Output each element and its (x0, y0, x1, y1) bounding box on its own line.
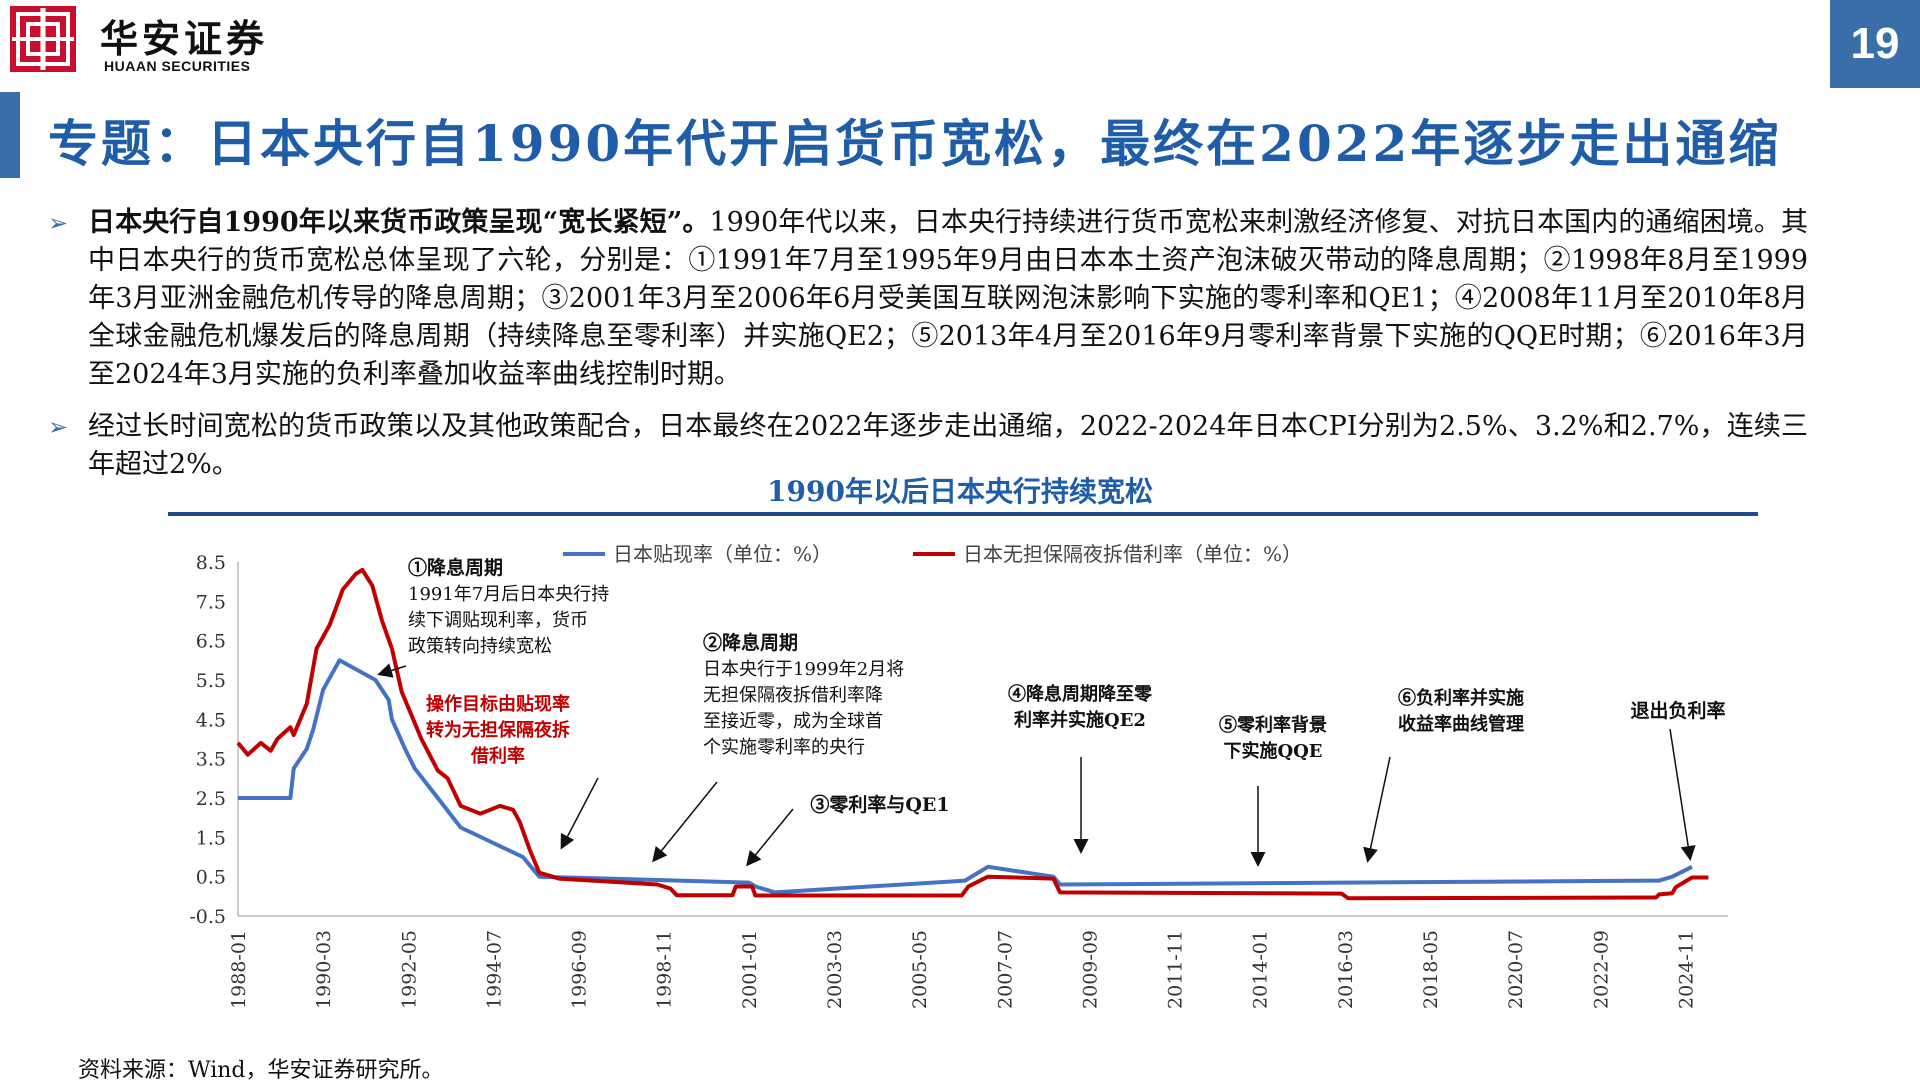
y-tick-label: 1.5 (196, 827, 226, 849)
x-tick-label: 2014-01 (1250, 930, 1272, 1009)
bullet-arrow-icon: ➢ (48, 209, 69, 237)
x-tick-label: 2020-07 (1505, 930, 1527, 1009)
y-tick-label: 6.5 (196, 631, 226, 653)
chart-title-rule (168, 512, 1758, 516)
annotation-arrow (1363, 756, 1391, 863)
title-accent-bar (0, 92, 20, 178)
page-title: 专题：日本央行自1990年代开启货币宽松，最终在2022年逐步走出通缩 (48, 114, 1782, 173)
y-tick-label: 8.5 (196, 552, 226, 574)
x-tick-label: 1994-07 (483, 930, 505, 1009)
x-tick-label: 1990-03 (313, 930, 335, 1009)
annotation-title: ②降息周期 (703, 631, 798, 654)
y-tick-label: 3.5 (196, 749, 226, 771)
annotation-title: 退出负利率 (1630, 699, 1725, 722)
annotation-title: ③零利率与QE1 (810, 793, 949, 816)
annotation-text: 政策转向持续宽松 (408, 636, 552, 657)
x-tick-label: 2024-11 (1675, 930, 1697, 1009)
annotation-text: 利率并实施QE2 (1014, 709, 1146, 731)
annotation-text: 至接近零，成为全球首 (703, 711, 883, 732)
annotation-text: ⑤零利率背景 (1219, 714, 1327, 736)
annotation-text: 收益率曲线管理 (1398, 713, 1524, 735)
annotation-arrow (560, 777, 599, 850)
annotation-text: 转为无担保隔夜拆 (426, 719, 570, 741)
company-logo-icon (10, 6, 76, 72)
bullet-2-text: 经过长时间宽松的货币政策以及其他政策配合，日本最终在2022年逐步走出通缩，20… (88, 411, 1808, 480)
bullet-1-bold: 日本央行自1990年以来货币政策呈现“宽长紧短”。 (88, 207, 710, 238)
x-tick-label: 2003-03 (824, 930, 846, 1009)
series-line-overnight-call-rate (236, 567, 1709, 901)
y-tick-label: 4.5 (196, 709, 226, 731)
bullet-arrow-icon: ➢ (48, 413, 69, 441)
annotation-text: 操作目标由贴现率 (426, 693, 570, 715)
bullet-list: ➢ 日本央行自1990年以来货币政策呈现“宽长紧短”。1990年代以来，日本央行… (48, 204, 1808, 498)
annotation-text: ⑥负利率并实施 (1398, 687, 1524, 709)
chart-container: 8.5 7.5 6.5 5.5 4.5 3.5 2.5 1.5 0.5 -0.5 1988-01 19… (168, 524, 1758, 1044)
x-tick-label: 2009-09 (1079, 930, 1101, 1009)
annotation-arrow (377, 663, 407, 678)
bullet-1-text: 1990年代以来，日本央行持续进行货币宽松来刺激经济修复、对抗日本国内的通缩困境… (88, 207, 1808, 390)
page-number: 19 (1830, 0, 1920, 88)
x-tick-label: 1992-05 (398, 930, 420, 1009)
annotation-arrow (746, 808, 794, 867)
annotation-title: ①降息周期 (408, 556, 503, 579)
x-tick-label: 2001-01 (739, 930, 761, 1009)
y-tick-label: 2.5 (196, 788, 226, 810)
chart-annotation: 退出负利率 (1630, 699, 1726, 861)
legend-label: 日本无担保隔夜拆借利率（单位：%） (963, 542, 1302, 566)
bullet-item-1: ➢ 日本央行自1990年以来货币政策呈现“宽长紧短”。1990年代以来，日本央行… (48, 204, 1808, 394)
x-tick-label: 2022-09 (1590, 930, 1612, 1009)
x-tick-label: 1988-01 (228, 930, 250, 1009)
y-tick-label: 5.5 (196, 670, 226, 692)
y-tick-label: 7.5 (196, 591, 226, 613)
annotation-text: 续下调贴现利率，货币 (408, 610, 588, 631)
source-note: 资料来源：Wind，华安证券研究所。 (78, 1058, 444, 1083)
annotation-text: 无担保隔夜拆借利率降 (703, 685, 883, 706)
x-tick-label: 2018-05 (1420, 930, 1442, 1009)
series-line-discount-rate (238, 658, 1693, 895)
annotation-text: 借利率 (470, 745, 525, 767)
logo-chinese-name: 华安证券 (100, 16, 269, 61)
bullet-item-2: ➢ 经过长时间宽松的货币政策以及其他政策配合，日本最终在2022年逐步走出通缩，… (48, 408, 1808, 484)
x-tick-label: 1998-11 (654, 930, 676, 1009)
annotation-arrow (1669, 728, 1696, 861)
x-tick-label: 2005-05 (909, 930, 931, 1009)
legend-label: 日本贴现率（单位：%） (613, 542, 832, 566)
x-tick-label: 2007-07 (994, 930, 1016, 1009)
x-tick-label: 2016-03 (1335, 930, 1357, 1009)
y-tick-label: -0.5 (189, 906, 226, 928)
annotation-text: 下实施QQE (1223, 740, 1322, 762)
y-tick-label: 0.5 (196, 867, 226, 889)
annotation-arrow (652, 781, 718, 863)
chart-title: 1990年以后日本央行持续宽松 (767, 475, 1153, 508)
chart-annotation: ②降息周期日本央行于1999年2月将无担保隔夜拆借利率降至接近零，成为全球首个实… (652, 631, 904, 863)
logo-english-name: HUAAN SECURITIES (104, 58, 251, 74)
x-tick-label: 1996-09 (569, 930, 591, 1009)
annotation-text: 1991年7月后日本央行持 (408, 584, 609, 605)
annotation-text: 日本央行于1999年2月将 (703, 659, 904, 680)
x-tick-label: 2011-11 (1165, 930, 1187, 1009)
annotation-text: ④降息周期降至零 (1008, 683, 1153, 705)
annotation-text: 个实施零利率的央行 (703, 737, 865, 758)
chart-annotation: ③零利率与QE1 (746, 793, 950, 867)
